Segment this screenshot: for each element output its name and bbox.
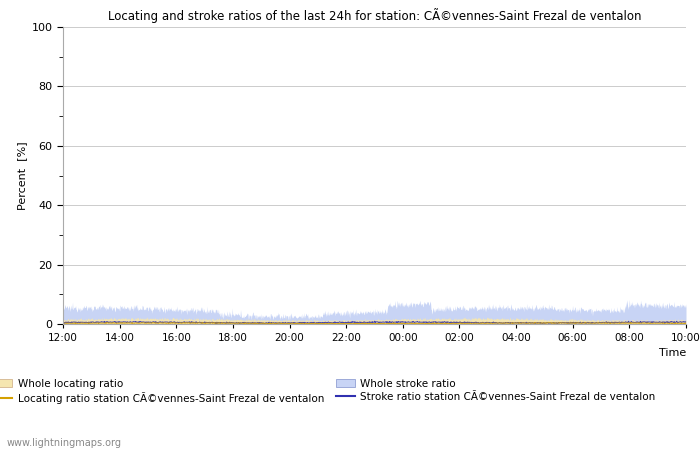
Text: www.lightningmaps.org: www.lightningmaps.org [7,437,122,447]
Text: Time: Time [659,348,686,358]
Y-axis label: Percent  [%]: Percent [%] [18,141,27,210]
Title: Locating and stroke ratios of the last 24h for station: CÃ©vennes-Saint Frezal d: Locating and stroke ratios of the last 2… [108,8,641,23]
Legend: Whole locating ratio, Locating ratio station CÃ©vennes-Saint Frezal de ventalon,: Whole locating ratio, Locating ratio sta… [0,374,660,408]
